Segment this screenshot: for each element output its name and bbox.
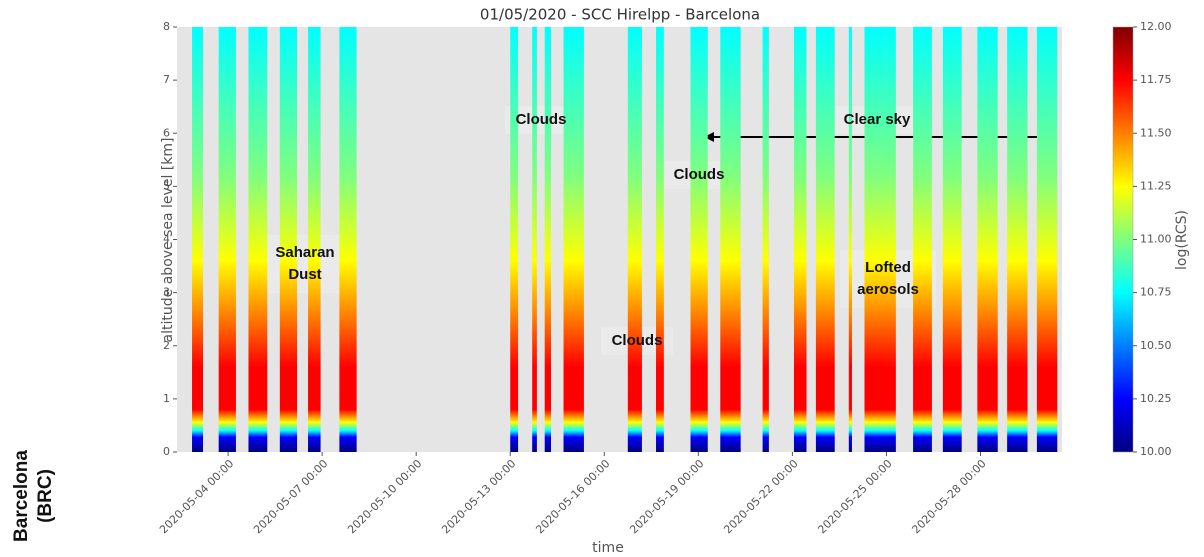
chart-title: 01/05/2020 - SCC Hirelpp - Barcelona (480, 6, 760, 24)
measurement-strip (279, 27, 298, 452)
annotation: Lofted aerosols (857, 259, 919, 298)
measurement-strip (510, 27, 519, 452)
colorbar-tick-label: 10.25 (1140, 392, 1172, 405)
x-tick-label: 2020-05-04 00:00 (157, 457, 236, 536)
measurement-strip (544, 27, 552, 452)
side-label: Barcelona (11, 450, 32, 542)
x-tick-label: 2020-05-10 00:00 (345, 457, 424, 536)
y-tick-label: 1 (163, 392, 170, 405)
x-tick-label: 2020-05-13 00:00 (439, 457, 518, 536)
x-tick-label: 2020-05-22 00:00 (721, 457, 800, 536)
y-tick-label: 3 (163, 286, 170, 299)
colorbar-tick-label: 11.75 (1140, 73, 1172, 86)
measurement-strip (308, 27, 321, 452)
annotation: Saharan Dust (275, 244, 334, 283)
measurement-strip (690, 27, 708, 452)
measurement-strip (815, 27, 835, 452)
y-tick-label: 8 (163, 20, 170, 33)
measurement-strip (1007, 27, 1028, 452)
y-tick-label: 6 (163, 126, 170, 139)
colorbar-tick-label: 10.75 (1140, 286, 1172, 299)
measurement-strip (627, 27, 642, 452)
colorbar-label: log(RCS) (1174, 210, 1190, 270)
annotation: Clear sky (844, 111, 911, 128)
annotation-bg (264, 235, 346, 293)
x-tick-label: 2020-05-28 00:00 (909, 457, 988, 536)
x-tick-label: 2020-05-07 00:00 (251, 457, 330, 536)
measurement-strip (218, 27, 236, 452)
y-tick-label: 7 (163, 73, 170, 86)
annotation: Clouds (612, 332, 663, 349)
y-tick-label: 5 (163, 179, 170, 192)
measurement-strip (913, 27, 932, 452)
y-tick-label: 4 (163, 233, 170, 246)
colorbar-tick-label: 10.50 (1140, 339, 1172, 352)
colorbar-tick-label: 11.50 (1140, 126, 1172, 139)
x-tick-label: 2020-05-16 00:00 (533, 457, 612, 536)
measurement-strip (248, 27, 268, 452)
measurement-strip (339, 27, 357, 452)
measurement-strip (848, 27, 852, 452)
measurement-strip (942, 27, 962, 452)
colorbar-tick-label: 12.00 (1140, 20, 1172, 33)
measurement-strip (1036, 27, 1058, 452)
measurement-strip (793, 27, 807, 452)
y-axis-label: altitude above sea level [km] (160, 138, 176, 343)
colorbar-tick-label: 10.00 (1140, 445, 1172, 458)
measurement-strip (656, 27, 664, 452)
x-tick-label: 2020-05-19 00:00 (627, 457, 706, 536)
measurement-strip (192, 27, 204, 452)
y-tick-label: 0 (163, 445, 170, 458)
measurement-strip (720, 27, 741, 452)
measurement-strip (563, 27, 584, 452)
measurement-strip (864, 27, 896, 452)
measurement-strip (532, 27, 537, 452)
annotation: Clouds (674, 166, 725, 183)
side-label: (BRC) (35, 469, 56, 523)
measurement-strip (977, 27, 998, 452)
annotation: Clouds (516, 111, 567, 128)
y-tick-label: 2 (163, 339, 170, 352)
colorbar-tick-label: 11.00 (1140, 233, 1172, 246)
measurement-strip (762, 27, 769, 452)
x-tick-label: 2020-05-25 00:00 (815, 457, 894, 536)
x-axis-label: time (592, 540, 624, 556)
colorbar-tick-label: 11.25 (1140, 179, 1172, 192)
colorbar (1112, 26, 1134, 453)
